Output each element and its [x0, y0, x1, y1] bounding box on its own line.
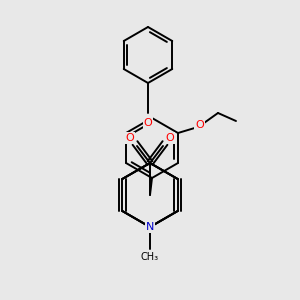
Text: O: O [196, 120, 204, 130]
Text: N: N [146, 222, 154, 232]
Text: O: O [126, 133, 134, 143]
Text: CH₃: CH₃ [141, 252, 159, 262]
Text: O: O [166, 133, 174, 143]
Text: O: O [144, 118, 152, 128]
